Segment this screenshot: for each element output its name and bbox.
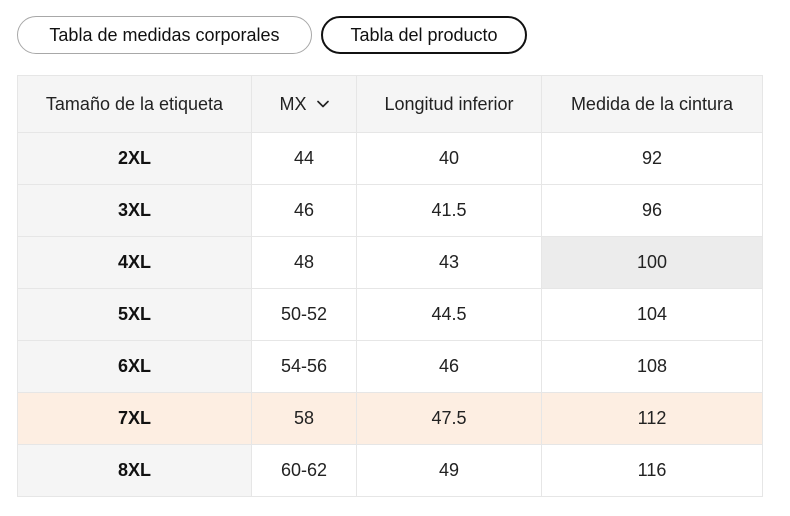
length-cell: 47.5: [356, 392, 542, 445]
table-row: 4XL 48 43 100: [17, 236, 763, 289]
waist-cell: 116: [541, 444, 763, 497]
mx-size-cell: 44: [251, 132, 357, 185]
waist-cell: 108: [541, 340, 763, 393]
size-label-cell: 7XL: [17, 392, 252, 445]
waist-cell: 96: [541, 184, 763, 237]
chevron-down-icon: [316, 100, 329, 108]
tab-label: Tabla del producto: [350, 24, 498, 45]
header-waist: Medida de la cintura: [541, 75, 763, 133]
length-cell: 49: [356, 444, 542, 497]
waist-cell: 104: [541, 288, 763, 341]
table-row: 5XL 50-52 44.5 104: [17, 288, 763, 341]
length-cell: 41.5: [356, 184, 542, 237]
length-cell: 46: [356, 340, 542, 393]
size-chart-tabs: Tabla de medidas corporales Tabla del pr…: [17, 16, 527, 54]
size-table: Tamaño de la etiqueta MX Longitud inferi…: [17, 75, 763, 497]
table-header-row: Tamaño de la etiqueta MX Longitud inferi…: [17, 75, 763, 133]
table-row-highlighted: 7XL 58 47.5 112: [17, 392, 763, 445]
header-length: Longitud inferior: [356, 75, 542, 133]
length-cell: 40: [356, 132, 542, 185]
size-label-cell: 5XL: [17, 288, 252, 341]
mx-size-cell: 54-56: [251, 340, 357, 393]
table-row: 8XL 60-62 49 116: [17, 444, 763, 497]
tab-product-table[interactable]: Tabla del producto: [321, 16, 527, 54]
unit-dropdown-label: MX: [279, 93, 307, 114]
tab-label: Tabla de medidas corporales: [49, 24, 280, 45]
size-label-cell: 4XL: [17, 236, 252, 289]
length-cell: 43: [356, 236, 542, 289]
unit-dropdown[interactable]: MX: [280, 94, 329, 115]
table-row: 6XL 54-56 46 108: [17, 340, 763, 393]
size-label-cell: 6XL: [17, 340, 252, 393]
tab-body-measurements[interactable]: Tabla de medidas corporales: [17, 16, 312, 54]
mx-size-cell: 60-62: [251, 444, 357, 497]
length-cell: 44.5: [356, 288, 542, 341]
size-label-cell: 8XL: [17, 444, 252, 497]
waist-cell: 112: [541, 392, 763, 445]
header-unit-select[interactable]: MX: [251, 75, 357, 133]
mx-size-cell: 46: [251, 184, 357, 237]
mx-size-cell: 50-52: [251, 288, 357, 341]
header-tag-size: Tamaño de la etiqueta: [17, 75, 252, 133]
table-row: 3XL 46 41.5 96: [17, 184, 763, 237]
size-label-cell: 3XL: [17, 184, 252, 237]
mx-size-cell: 48: [251, 236, 357, 289]
table-row: 2XL 44 40 92: [17, 132, 763, 185]
waist-cell: 92: [541, 132, 763, 185]
waist-cell: 100: [541, 236, 763, 289]
mx-size-cell: 58: [251, 392, 357, 445]
size-label-cell: 2XL: [17, 132, 252, 185]
